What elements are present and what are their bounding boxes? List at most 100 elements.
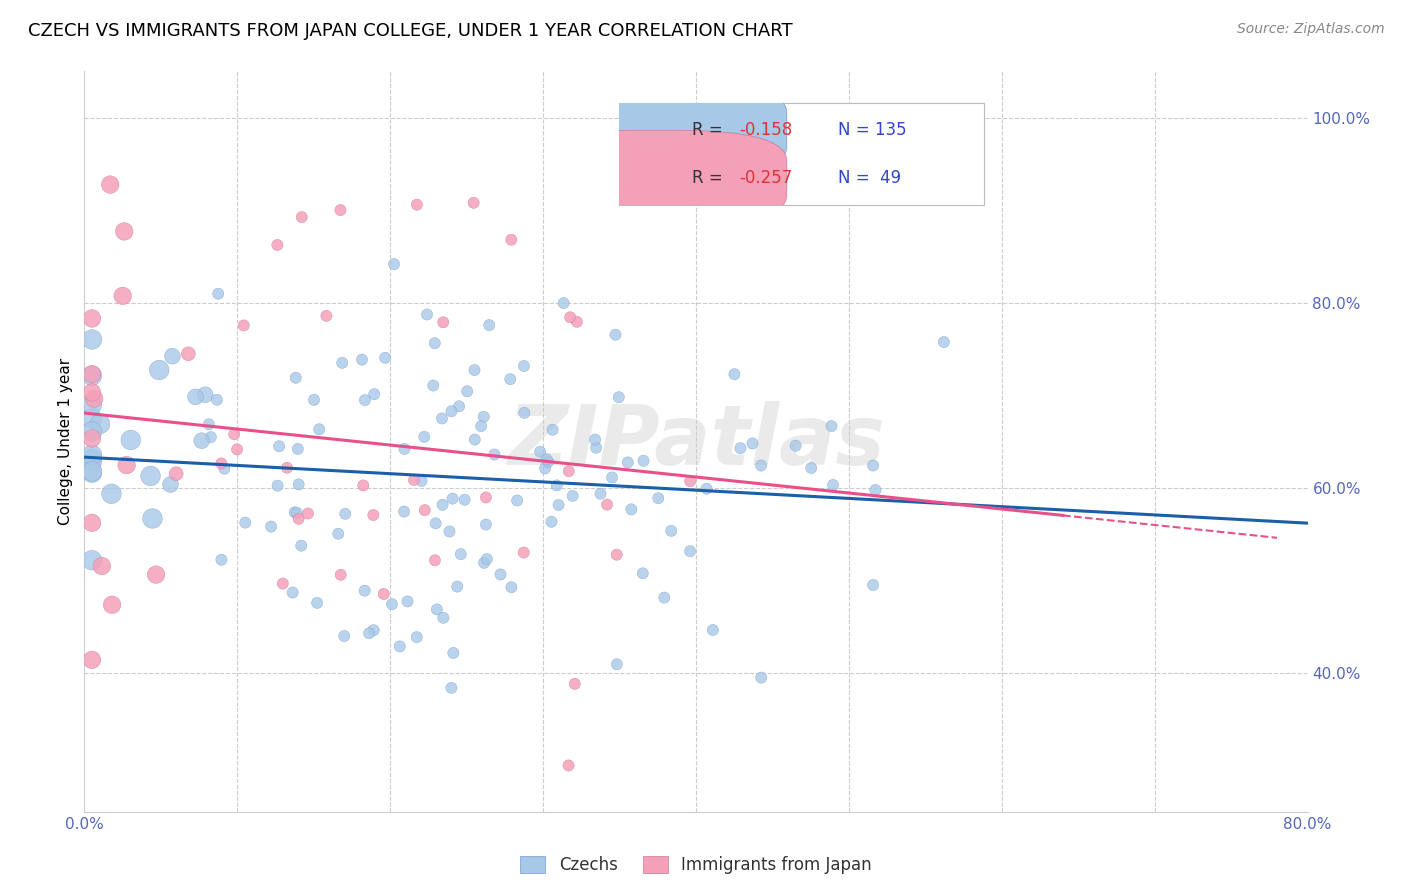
Point bbox=[80, 653, 103, 667]
Point bbox=[396, 594, 419, 608]
Point bbox=[232, 318, 254, 333]
Point bbox=[631, 566, 654, 581]
Point bbox=[547, 498, 569, 512]
Point bbox=[475, 552, 498, 566]
Point bbox=[165, 467, 187, 481]
Point bbox=[111, 289, 134, 303]
Point bbox=[382, 257, 405, 271]
Point bbox=[207, 286, 229, 301]
Point bbox=[139, 469, 162, 483]
Point bbox=[112, 224, 135, 238]
Point bbox=[315, 309, 337, 323]
Text: N =  49: N = 49 bbox=[838, 169, 901, 187]
Point bbox=[145, 567, 167, 582]
Point bbox=[441, 491, 464, 506]
Point bbox=[302, 392, 325, 407]
Point bbox=[333, 629, 356, 643]
Point bbox=[80, 367, 103, 381]
Point bbox=[583, 433, 606, 447]
Point bbox=[266, 478, 288, 492]
Point bbox=[405, 630, 427, 644]
Point bbox=[83, 392, 105, 406]
Point bbox=[596, 498, 619, 512]
Point bbox=[432, 611, 454, 625]
Point bbox=[541, 423, 564, 437]
Point bbox=[363, 623, 385, 637]
Point bbox=[115, 458, 138, 472]
Point bbox=[80, 448, 103, 462]
Point bbox=[564, 677, 586, 691]
Point bbox=[456, 384, 478, 399]
Point bbox=[373, 587, 395, 601]
Y-axis label: College, Under 1 year: College, Under 1 year bbox=[58, 358, 73, 525]
Text: Source: ZipAtlas.com: Source: ZipAtlas.com bbox=[1237, 22, 1385, 37]
Point bbox=[363, 508, 385, 522]
Point bbox=[209, 457, 232, 471]
Point bbox=[214, 461, 236, 475]
Point bbox=[439, 524, 461, 539]
Text: N = 135: N = 135 bbox=[838, 121, 907, 139]
Point bbox=[440, 681, 463, 695]
Point bbox=[440, 404, 463, 418]
Point bbox=[821, 478, 844, 492]
Point bbox=[307, 596, 329, 610]
Point bbox=[297, 507, 319, 521]
Point bbox=[374, 351, 396, 365]
Text: CZECH VS IMMIGRANTS FROM JAPAN COLLEGE, UNDER 1 YEAR CORRELATION CHART: CZECH VS IMMIGRANTS FROM JAPAN COLLEGE, … bbox=[28, 22, 793, 40]
Point bbox=[679, 544, 702, 558]
Point bbox=[512, 545, 534, 559]
Point bbox=[284, 505, 307, 519]
Point bbox=[80, 451, 103, 466]
Point bbox=[422, 378, 444, 392]
Point bbox=[600, 470, 623, 484]
Point bbox=[266, 238, 288, 252]
Point bbox=[388, 640, 411, 654]
Point bbox=[209, 553, 232, 567]
Point bbox=[80, 425, 103, 439]
Point bbox=[723, 367, 745, 381]
Point bbox=[749, 671, 772, 685]
Point bbox=[730, 441, 752, 455]
Point bbox=[402, 473, 425, 487]
Point bbox=[330, 356, 353, 370]
Point bbox=[80, 311, 103, 326]
Point bbox=[80, 553, 103, 567]
Point bbox=[607, 390, 630, 404]
Point bbox=[89, 417, 111, 431]
Text: R =: R = bbox=[692, 169, 728, 187]
Point bbox=[80, 516, 103, 530]
Point bbox=[80, 464, 103, 478]
Point bbox=[540, 515, 562, 529]
Point bbox=[200, 430, 222, 444]
Point bbox=[702, 623, 724, 637]
Point bbox=[416, 308, 439, 322]
Point bbox=[148, 363, 170, 377]
Point bbox=[470, 419, 492, 434]
Point bbox=[696, 482, 718, 496]
Point bbox=[271, 576, 294, 591]
Point bbox=[159, 477, 181, 491]
Point bbox=[501, 233, 523, 247]
Point bbox=[475, 491, 498, 505]
Point bbox=[413, 430, 436, 444]
Point bbox=[484, 448, 506, 462]
Point bbox=[501, 580, 523, 594]
Point bbox=[489, 567, 512, 582]
FancyBboxPatch shape bbox=[523, 130, 787, 226]
Text: ZIPatlas: ZIPatlas bbox=[508, 401, 884, 482]
Point bbox=[260, 519, 283, 533]
Point bbox=[352, 478, 374, 492]
Point bbox=[463, 195, 485, 210]
Point bbox=[475, 517, 498, 532]
Point bbox=[354, 393, 377, 408]
Point bbox=[329, 567, 352, 582]
Text: R =: R = bbox=[692, 121, 728, 139]
Point bbox=[605, 327, 627, 342]
Point bbox=[423, 336, 446, 351]
Point bbox=[430, 411, 453, 425]
Point bbox=[233, 516, 256, 530]
Point bbox=[80, 411, 103, 425]
Point bbox=[616, 455, 638, 469]
FancyBboxPatch shape bbox=[619, 103, 984, 205]
FancyBboxPatch shape bbox=[523, 82, 787, 178]
